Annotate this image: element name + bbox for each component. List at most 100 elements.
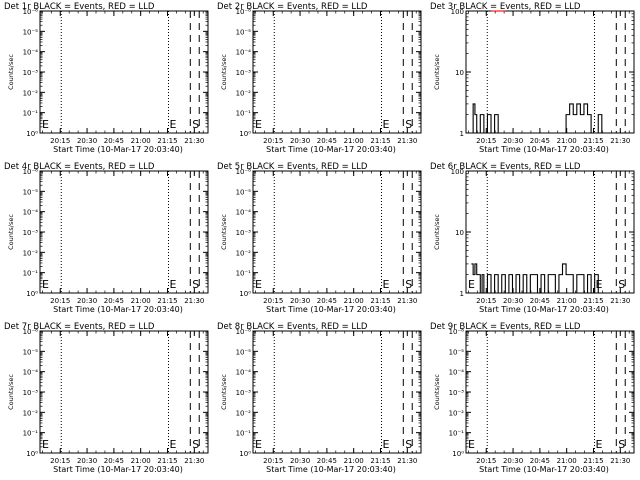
label-e-start: E: [255, 118, 262, 131]
x-tick-label: 21:15: [157, 297, 177, 305]
label-s: S: [405, 438, 412, 451]
y-tick-label: 10⁻¹: [23, 430, 39, 438]
label-s: S: [405, 118, 412, 131]
y-tick-label: 10⁻³: [23, 69, 39, 77]
x-tick-label: 21:15: [157, 457, 177, 465]
plot-frame: [252, 170, 422, 294]
y-tick-label: 100: [451, 8, 464, 16]
plot-frame: [465, 330, 635, 454]
x-axis-label: Start Time (10-Mar-17 20:03:40): [479, 145, 609, 154]
y-tick-label: 10⁻⁵: [236, 28, 252, 36]
label-e-start: E: [255, 438, 262, 451]
plot-frame: [39, 10, 209, 134]
x-tick-label: 21:15: [583, 457, 603, 465]
y-axis-label: Counts/sec: [7, 54, 15, 90]
panel-title: Det 6r BLACK = Events, RED = LLD: [430, 162, 581, 172]
panel-title: Det 4r BLACK = Events, RED = LLD: [4, 162, 155, 172]
label-e-end: E: [169, 438, 176, 451]
label-s: S: [618, 438, 625, 451]
x-tick-label: 21:15: [157, 137, 177, 145]
x-tick-label: 21:00: [344, 457, 364, 465]
y-tick-label: 1: [460, 130, 464, 138]
panel-det-8: Det 8r BLACK = Events, RED = LLD Counts/s…: [217, 322, 422, 474]
panel-title: Det 2r BLACK = Events, RED = LLD: [217, 2, 368, 12]
x-tick-label: 20:45: [530, 137, 550, 145]
x-axis-label: Start Time (10-Mar-17 20:03:40): [53, 145, 183, 154]
x-tick-label: 21:15: [370, 297, 390, 305]
x-tick-label: 20:45: [104, 457, 124, 465]
x-tick-label: 20:30: [290, 297, 310, 305]
y-tick-label: 10⁻²: [23, 409, 39, 417]
x-axis-label: Start Time (10-Mar-17 20:03:40): [266, 305, 396, 314]
y-tick-label: 10⁻⁴: [236, 209, 252, 217]
label-s: S: [405, 278, 412, 291]
plot-frame: [39, 330, 209, 454]
panel-det-3: Det 3r BLACK = Events, RED = LLD Counts/s…: [430, 2, 635, 154]
x-tick-label: 20:30: [77, 457, 97, 465]
y-tick-label: 10⁻⁶: [236, 168, 252, 176]
x-tick-label: 21:30: [184, 137, 204, 145]
panel-det-2: Det 2r BLACK = Events, RED = LLD Counts/s…: [217, 2, 422, 154]
x-axis-label: Start Time (10-Mar-17 20:03:40): [266, 465, 396, 474]
label-e-start: E: [42, 118, 49, 131]
y-tick-label: 10⁻⁶: [23, 328, 39, 336]
y-tick-label: 10⁻⁵: [236, 188, 252, 196]
y-axis-label: Counts/sec: [7, 374, 15, 410]
y-tick-label: 10⁰: [26, 130, 38, 138]
y-tick-label: 10⁻⁴: [23, 369, 39, 377]
y-tick-label: 10⁻²: [449, 409, 465, 417]
y-tick-label: 10⁻⁶: [236, 8, 252, 16]
y-tick-label: 100: [451, 168, 464, 176]
x-tick-label: 21:00: [557, 137, 577, 145]
x-tick-label: 20:45: [530, 457, 550, 465]
x-tick-label: 21:30: [610, 457, 630, 465]
label-e-start: E: [468, 438, 475, 451]
x-tick-label: 21:30: [184, 457, 204, 465]
y-axis-label: Counts/sec: [220, 374, 228, 410]
y-tick-label: 10⁻⁵: [236, 348, 252, 356]
label-e-end: E: [169, 278, 176, 291]
y-tick-label: 1: [460, 290, 464, 298]
panel-det-7: Det 7r BLACK = Events, RED = LLD Counts/s…: [4, 322, 209, 474]
x-tick-label: 21:00: [344, 137, 364, 145]
x-tick-label: 21:00: [131, 457, 151, 465]
plot-frame: [252, 10, 422, 134]
y-tick-label: 10⁻¹: [449, 430, 465, 438]
x-tick-label: 21:00: [131, 137, 151, 145]
y-tick-label: 10⁻³: [236, 69, 252, 77]
x-tick-label: 20:15: [476, 457, 496, 465]
x-tick-label: 21:30: [610, 297, 630, 305]
x-tick-label: 21:30: [397, 137, 417, 145]
y-tick-label: 10⁻⁴: [23, 209, 39, 217]
x-tick-label: 20:30: [290, 137, 310, 145]
x-tick-label: 21:30: [610, 137, 630, 145]
y-tick-label: 10⁻¹: [236, 110, 252, 118]
x-tick-label: 20:45: [104, 137, 124, 145]
panel-title: Det 5r BLACK = Events, RED = LLD: [217, 162, 368, 172]
x-tick-label: 20:15: [476, 297, 496, 305]
y-tick-label: 10⁻²: [23, 89, 39, 97]
x-tick-label: 20:30: [290, 457, 310, 465]
label-e-start: E: [468, 278, 475, 291]
x-tick-label: 21:30: [397, 297, 417, 305]
panel-det-1: Det 1r BLACK = Events, RED = LLD Counts/s…: [4, 2, 209, 154]
x-tick-label: 21:00: [131, 297, 151, 305]
x-tick-label: 20:45: [317, 457, 337, 465]
y-tick-label: 10⁻⁵: [449, 348, 465, 356]
label-e-end: E: [382, 278, 389, 291]
series-0-line: [471, 263, 599, 294]
plot-frame: [252, 330, 422, 454]
label-e-end: E: [382, 118, 389, 131]
panel-title: Det 9r BLACK = Events, RED = LLD: [430, 322, 581, 332]
y-tick-label: 10⁻¹: [236, 270, 252, 278]
y-tick-label: 10⁻³: [236, 389, 252, 397]
x-tick-label: 20:15: [263, 457, 283, 465]
panel-title: Det 1r BLACK = Events, RED = LLD: [4, 2, 155, 12]
x-tick-label: 20:15: [263, 297, 283, 305]
label-s: S: [192, 278, 199, 291]
y-tick-label: 10: [455, 69, 464, 77]
y-tick-label: 10⁻³: [23, 229, 39, 237]
y-tick-label: 10⁻²: [236, 409, 252, 417]
y-tick-label: 10⁻⁵: [23, 188, 39, 196]
